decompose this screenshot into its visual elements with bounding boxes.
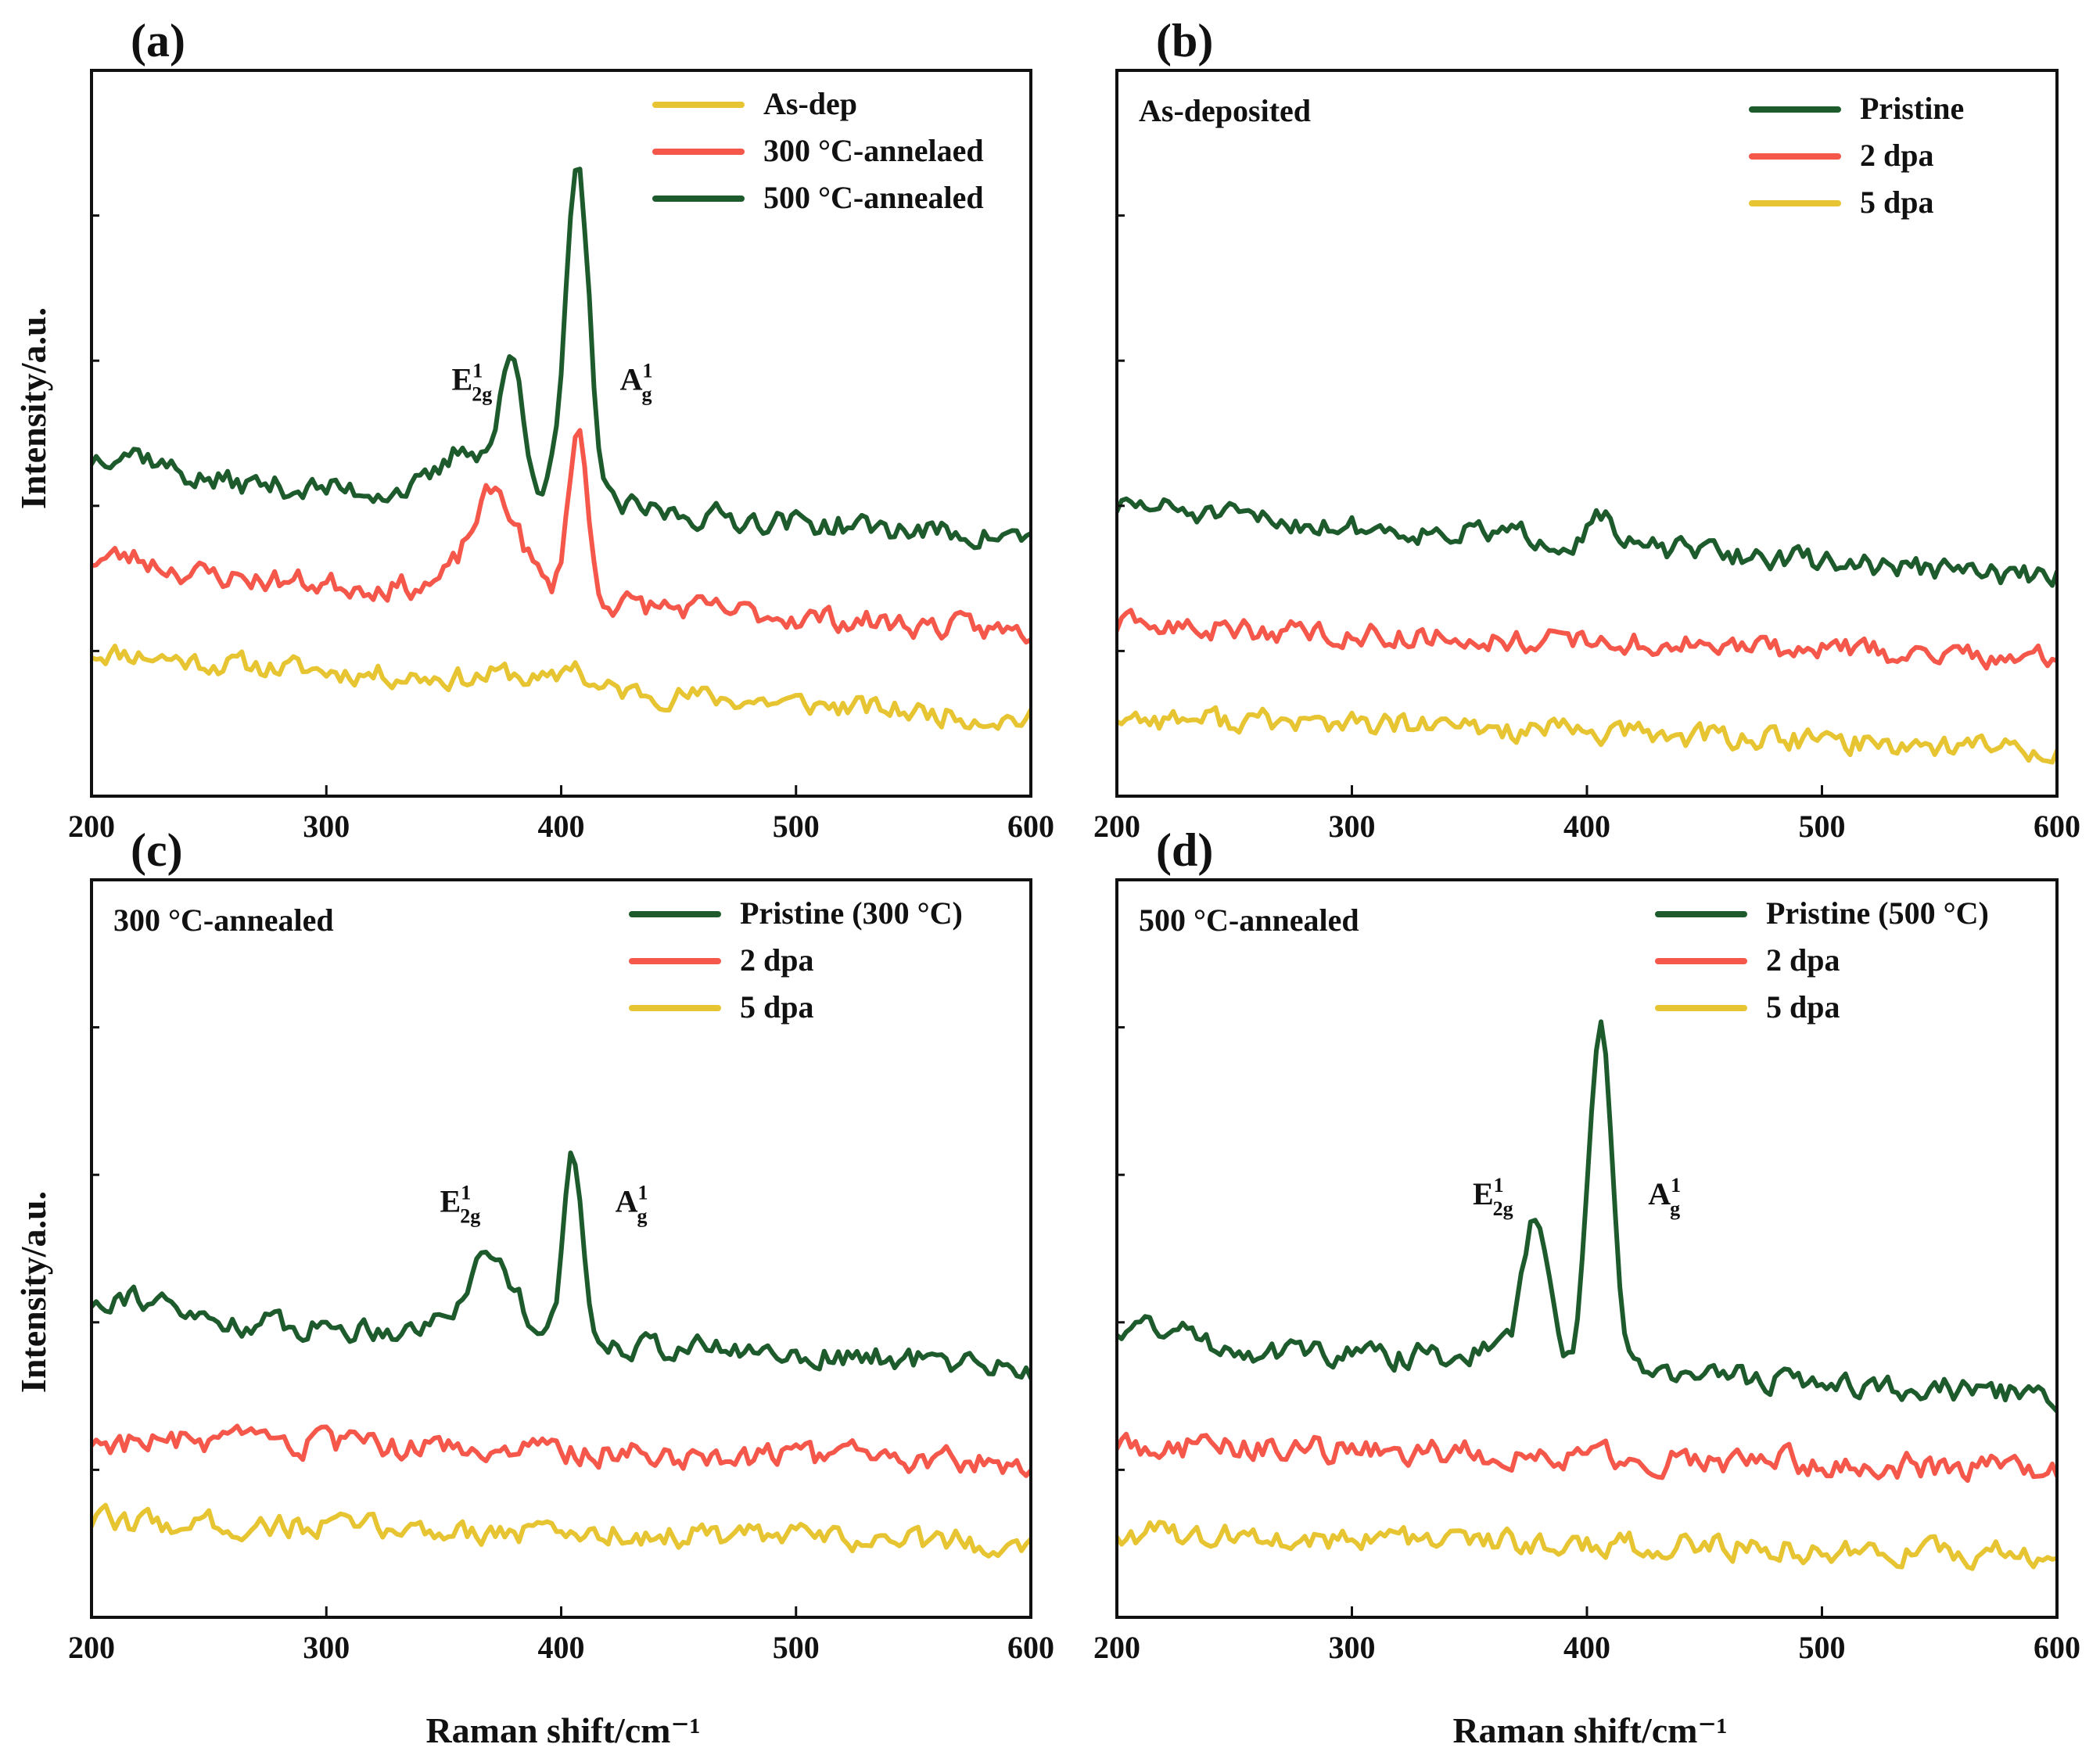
panel-c: (c) 300 °C-annealed 200 300 400 500 600 Pristin… bbox=[68, 824, 1054, 1665]
series-line bbox=[92, 428, 1031, 645]
x-tick-label: 600 bbox=[2034, 809, 2080, 844]
x-tick-label: 500 bbox=[773, 809, 820, 844]
series-line bbox=[1117, 1019, 2057, 1414]
series-group bbox=[1117, 1019, 2057, 1571]
axes-frame bbox=[1115, 878, 2059, 1619]
x-tick-label: 500 bbox=[1799, 1630, 1846, 1665]
series-line bbox=[1117, 1520, 2057, 1571]
series-line bbox=[92, 1502, 1031, 1559]
panel-condition-label: As-deposited bbox=[1139, 93, 1311, 128]
x-tick-label: 300 bbox=[1329, 1630, 1376, 1665]
panel-letter: (a) bbox=[131, 15, 185, 66]
x-tick-label: 200 bbox=[1093, 809, 1140, 844]
legend-label: 500 °C-annealed bbox=[763, 180, 984, 215]
series-line bbox=[1117, 496, 2057, 588]
x-tick-label: 300 bbox=[303, 809, 350, 844]
x-axis-title-right: Raman shift/cm⁻¹ bbox=[1452, 1710, 1727, 1750]
series-line bbox=[1117, 705, 2057, 765]
series-group bbox=[1117, 496, 2057, 765]
legend-label: Pristine (500 °C) bbox=[1766, 895, 1989, 931]
x-axis-title-left: Raman shift/cm⁻¹ bbox=[425, 1710, 700, 1750]
peak-label: E1 2g bbox=[440, 1181, 481, 1227]
peak-label: A1 g bbox=[620, 359, 653, 405]
legend-label: 300 °C-annelaed bbox=[763, 133, 984, 168]
x-tick-label: 500 bbox=[1799, 809, 1846, 844]
peak-label: A1 g bbox=[1648, 1174, 1681, 1220]
series-line bbox=[92, 1150, 1031, 1381]
legend-label: 5 dpa bbox=[1766, 989, 1840, 1025]
series-line bbox=[1117, 1431, 2057, 1484]
series-line bbox=[92, 1423, 1031, 1478]
panel-b: (b) As-deposited 200 300 400 500 600 Pristine 2 … bbox=[1093, 15, 2080, 844]
x-tick-label: 300 bbox=[303, 1630, 350, 1665]
legend-label: Pristine (300 °C) bbox=[740, 895, 963, 931]
panel-letter: (d) bbox=[1156, 824, 1213, 876]
x-tick-label: 300 bbox=[1329, 809, 1376, 844]
series-line bbox=[1117, 608, 2057, 671]
series-line bbox=[92, 167, 1031, 551]
series-group bbox=[92, 1150, 1031, 1559]
peak-label: E1 2g bbox=[452, 359, 493, 405]
x-tick-label: 400 bbox=[1563, 809, 1610, 844]
x-tick-label: 500 bbox=[773, 1630, 820, 1665]
x-tick-label: 200 bbox=[1093, 1630, 1140, 1665]
legend-label: Pristine bbox=[1860, 91, 1964, 126]
x-tick-label: 200 bbox=[68, 1630, 115, 1665]
legend-label: 2 dpa bbox=[1860, 138, 1934, 173]
axes-frame bbox=[1115, 69, 2059, 798]
panel-letter: (c) bbox=[131, 824, 183, 876]
y-axis-title-top: Intensity/a.u. bbox=[13, 307, 53, 509]
x-tick-label: 600 bbox=[1007, 809, 1054, 844]
panel-d: (d) 500 °C-annealed 200 300 400 500 600 Pristin… bbox=[1093, 824, 2080, 1665]
x-tick-label: 400 bbox=[538, 809, 585, 844]
panel-a: (a) 200 300 400 500 600 As-dep 300 °C-annelaed 5… bbox=[68, 15, 1054, 844]
series-group bbox=[92, 167, 1031, 731]
peak-label: E1 2g bbox=[1473, 1174, 1513, 1220]
x-tick-label: 400 bbox=[1563, 1630, 1610, 1665]
legend-label: 2 dpa bbox=[740, 942, 814, 978]
legend-label: 5 dpa bbox=[740, 989, 814, 1025]
x-tick-label: 200 bbox=[68, 809, 115, 844]
legend-label: As-dep bbox=[763, 86, 857, 121]
panel-condition-label: 300 °C-annealed bbox=[113, 903, 334, 938]
x-tick-label: 600 bbox=[2034, 1630, 2080, 1665]
x-tick-label: 400 bbox=[538, 1630, 585, 1665]
y-axis-title-bottom: Intensity/a.u. bbox=[13, 1191, 53, 1393]
series-line bbox=[92, 644, 1031, 731]
peak-label: A1 g bbox=[616, 1181, 648, 1227]
panel-letter: (b) bbox=[1156, 15, 1213, 66]
legend-label: 2 dpa bbox=[1766, 942, 1840, 978]
x-tick-label: 600 bbox=[1007, 1630, 1054, 1665]
panel-condition-label: 500 °C-annealed bbox=[1139, 903, 1359, 938]
legend-label: 5 dpa bbox=[1860, 185, 1934, 220]
